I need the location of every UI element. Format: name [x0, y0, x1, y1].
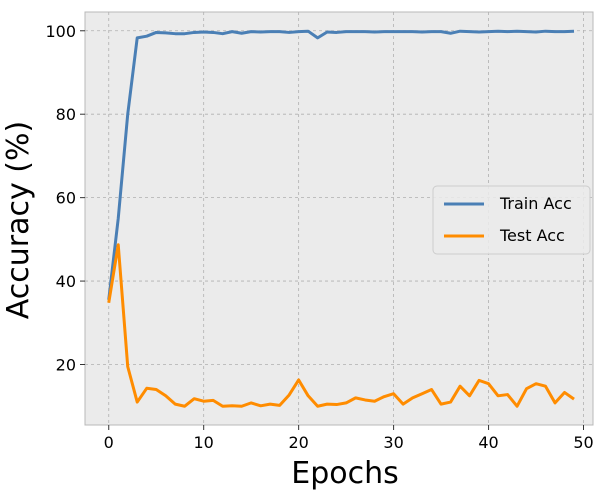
x-tick-label: 40: [478, 433, 498, 452]
series-line-test-acc: [107, 243, 575, 408]
x-axis-label: Epochs: [291, 456, 399, 491]
x-tick-label: 30: [383, 433, 403, 452]
y-tick-label: 20: [56, 356, 76, 375]
y-tick-label: 80: [56, 105, 76, 124]
x-tick-label: 20: [288, 433, 308, 452]
y-tick-label: 40: [56, 272, 76, 291]
y-axis-label: Accuracy (%): [1, 121, 36, 319]
series-line-train-acc: [107, 29, 575, 301]
y-ticks: 20 40 60 80 100: [45, 22, 85, 375]
x-ticks: 0 10 20 30 40 50: [104, 425, 594, 452]
series-lines: [107, 29, 575, 408]
legend-label-test-acc: Test Acc: [499, 226, 565, 245]
legend: Train Acc Test Acc: [432, 185, 591, 255]
legend-label-train-acc: Train Acc: [499, 194, 572, 213]
x-tick-label: 50: [573, 433, 593, 452]
y-tick-label: 100: [45, 22, 76, 41]
x-tick-label: 10: [194, 433, 214, 452]
y-tick-label: 60: [56, 189, 76, 208]
x-tick-label: 0: [104, 433, 114, 452]
